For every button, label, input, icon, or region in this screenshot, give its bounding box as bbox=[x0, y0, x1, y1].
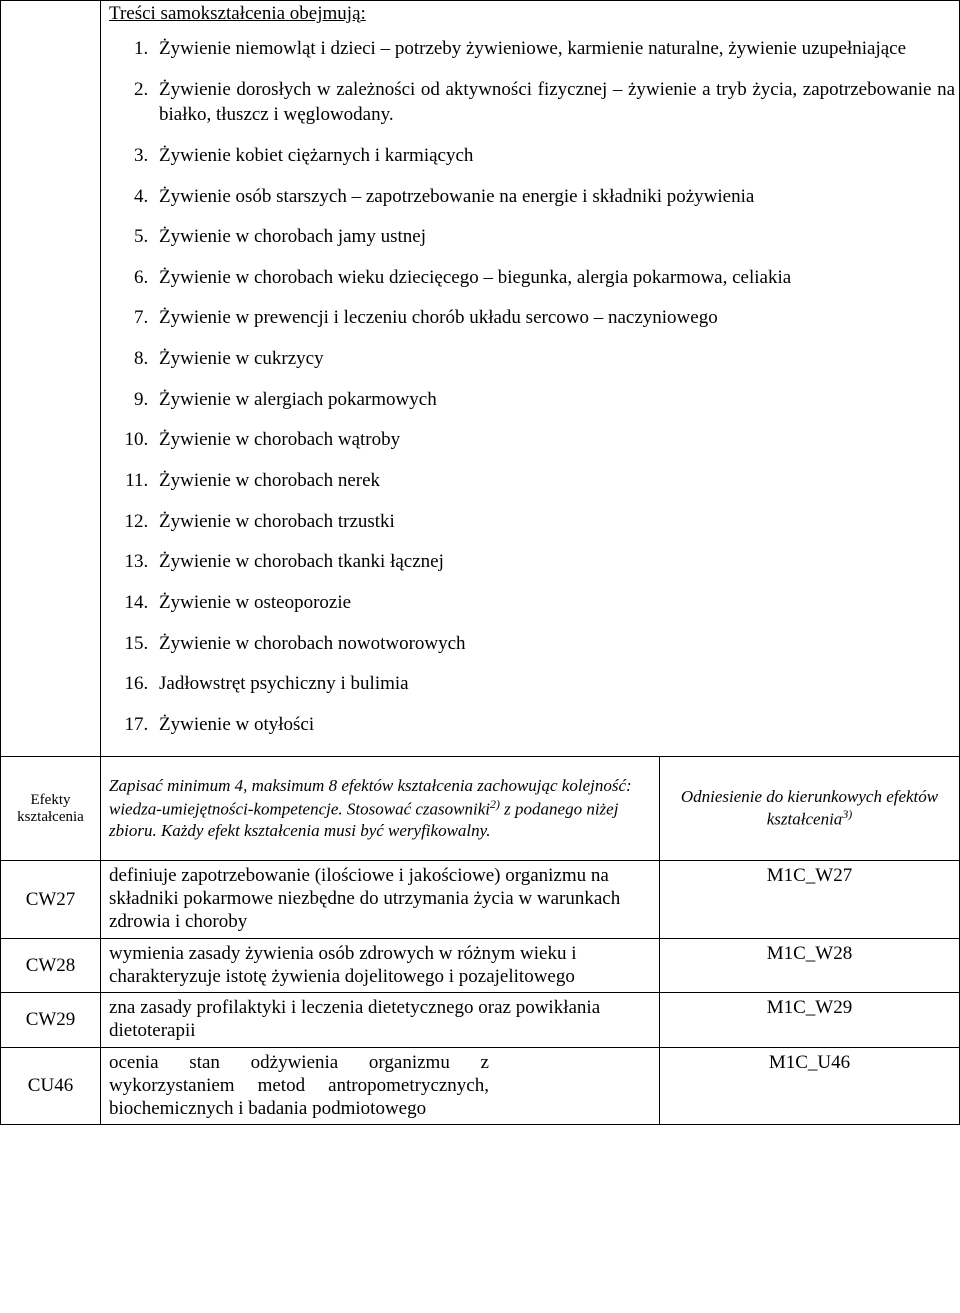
top-left-empty bbox=[1, 1, 101, 757]
ref-text: Odniesienie do kierunkowych efektów kszt… bbox=[681, 787, 938, 829]
list-item: Żywienie dorosłych w zależności od aktyw… bbox=[153, 72, 955, 138]
list-item: Żywienie w chorobach nerek bbox=[153, 463, 955, 504]
list-item: Żywienie w cukrzycy bbox=[153, 341, 955, 382]
table-row: CU46 ocenia stan odżywienia organizmu z … bbox=[1, 1048, 960, 1125]
list-item: Żywienie kobiet ciężarnych i karmiących bbox=[153, 138, 955, 179]
list-item: Żywienie w chorobach trzustki bbox=[153, 504, 955, 545]
list-item: Żywienie w prewencji i leczeniu chorób u… bbox=[153, 300, 955, 341]
efekty-header-row: Efekty kształcenia Zapisać minimum 4, ma… bbox=[1, 756, 960, 861]
outcome-desc: ocenia stan odżywienia organizmu z wykor… bbox=[101, 1048, 660, 1125]
outcome-ref: M1C_W27 bbox=[659, 861, 959, 938]
list-item: Żywienie w chorobach jamy ustnej bbox=[153, 219, 955, 260]
outcome-code: CW28 bbox=[1, 938, 101, 993]
instr-sup-1: 2) bbox=[490, 797, 500, 811]
outcome-ref: M1C_W29 bbox=[659, 993, 959, 1048]
list-item: Żywienie w osteoporozie bbox=[153, 585, 955, 626]
efekty-label: Efekty kształcenia bbox=[1, 756, 101, 861]
ref-sup: 3) bbox=[842, 807, 852, 821]
table-row: CW27 definiuje zapotrzebowanie (ilościow… bbox=[1, 861, 960, 938]
list-item: Żywienie w otyłości bbox=[153, 707, 955, 748]
list-item: Żywienie niemowląt i dzieci – potrzeby ż… bbox=[153, 31, 955, 72]
table-row: CW29 zna zasady profilaktyki i leczenia … bbox=[1, 993, 960, 1048]
outcome-ref: M1C_W28 bbox=[659, 938, 959, 993]
self-study-header: Treści samokształcenia obejmują: bbox=[105, 1, 955, 31]
outcome-desc: definiuje zapotrzebowanie (ilościowe i j… bbox=[101, 861, 660, 938]
list-item: Żywienie w chorobach tkanki łącznej bbox=[153, 544, 955, 585]
outcome-code: CW27 bbox=[1, 861, 101, 938]
outcome-code: CW29 bbox=[1, 993, 101, 1048]
outcome-desc: wymienia zasady żywienia osób zdrowych w… bbox=[101, 938, 660, 993]
outcome-desc-text: ocenia stan odżywienia organizmu z wykor… bbox=[109, 1052, 489, 1120]
self-study-list: Żywienie niemowląt i dzieci – potrzeby ż… bbox=[105, 31, 955, 748]
syllabus-table: Treści samokształcenia obejmują: Żywieni… bbox=[0, 0, 960, 1125]
outcome-ref: M1C_U46 bbox=[659, 1048, 959, 1125]
top-content-cell: Treści samokształcenia obejmują: Żywieni… bbox=[101, 1, 960, 757]
list-item: Jadłowstręt psychiczny i bulimia bbox=[153, 666, 955, 707]
list-item: Żywienie w chorobach nowotworowych bbox=[153, 626, 955, 667]
list-item: Żywienie w chorobach wątroby bbox=[153, 422, 955, 463]
efekty-ref-header: Odniesienie do kierunkowych efektów kszt… bbox=[659, 756, 959, 861]
list-item: Żywienie w chorobach wieku dziecięcego –… bbox=[153, 260, 955, 301]
outcome-desc: zna zasady profilaktyki i leczenia diete… bbox=[101, 993, 660, 1048]
table-row: CW28 wymienia zasady żywienia osób zdrow… bbox=[1, 938, 960, 993]
outcome-code: CU46 bbox=[1, 1048, 101, 1125]
efekty-instruction: Zapisać minimum 4, maksimum 8 efektów ks… bbox=[101, 756, 660, 861]
top-content-row: Treści samokształcenia obejmują: Żywieni… bbox=[1, 1, 960, 757]
list-item: Żywienie osób starszych – zapotrzebowani… bbox=[153, 179, 955, 220]
list-item: Żywienie w alergiach pokarmowych bbox=[153, 382, 955, 423]
